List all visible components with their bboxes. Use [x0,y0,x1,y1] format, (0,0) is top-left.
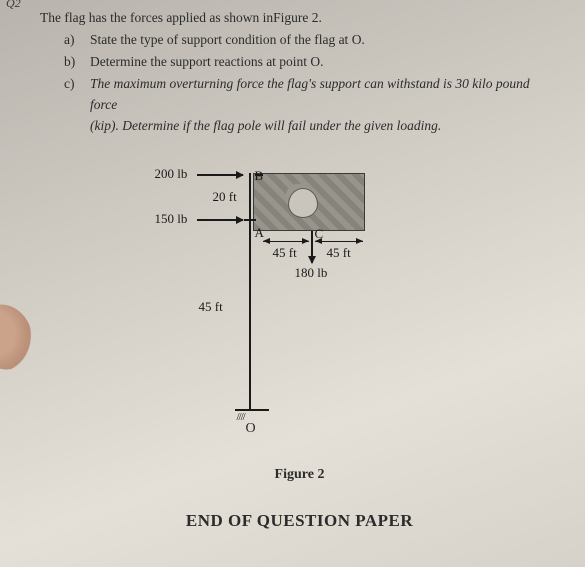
tick-A [244,219,256,221]
part-c-line2: (kip). Determine if the flag pole will f… [90,118,441,133]
tick-C [311,231,313,239]
question-lead: The flag has the forces applied as shown… [40,8,559,29]
question-number: Q2 [6,0,21,11]
part-c-text: The maximum overturning force the flag's… [90,74,559,137]
flag-pole [249,173,251,409]
part-c: c) The maximum overturning force the fla… [64,74,559,137]
point-O: O [246,421,256,437]
part-b-label: b) [64,52,82,73]
flag-crest [288,188,318,218]
part-c-label: c) [64,74,82,137]
part-b-text: Determine the support reactions at point… [90,52,559,73]
question-parts: a) State the type of support condition o… [64,30,559,137]
force-200-arrow [197,174,243,176]
part-c-line1: The maximum overturning force the flag's… [90,76,530,112]
dim-45R: 45 ft [327,245,351,261]
part-b: b) Determine the support reactions at po… [64,52,559,73]
end-of-paper: END OF QUESTION PAPER [40,511,559,531]
part-a: a) State the type of support condition o… [64,30,559,51]
force-180-label: 180 lb [295,265,328,281]
tick-B [255,174,263,176]
force-150-arrow [197,219,243,221]
figure-caption: Figure 2 [40,467,559,483]
figure-2: 200 lb B 20 ft 150 lb A C 180 lb 45 ft 4… [155,169,445,459]
dim-45pole: 45 ft [199,299,223,315]
question-intro: The flag has the forces applied as shown… [40,8,559,137]
dim-20ft: 20 ft [213,189,237,205]
force-150-label: 150 lb [155,211,188,227]
part-a-label: a) [64,30,82,51]
part-a-text: State the type of support condition of t… [90,30,559,51]
flag [253,173,365,231]
ground-hatch: //// [237,411,245,423]
force-180-arrow [311,239,313,263]
dim-45R-line [315,241,363,242]
page: The flag has the forces applied as shown… [0,0,585,531]
dim-45L-line [263,241,309,242]
point-B: B [255,168,264,184]
force-200-label: 200 lb [155,166,188,182]
dim-45L: 45 ft [273,245,297,261]
